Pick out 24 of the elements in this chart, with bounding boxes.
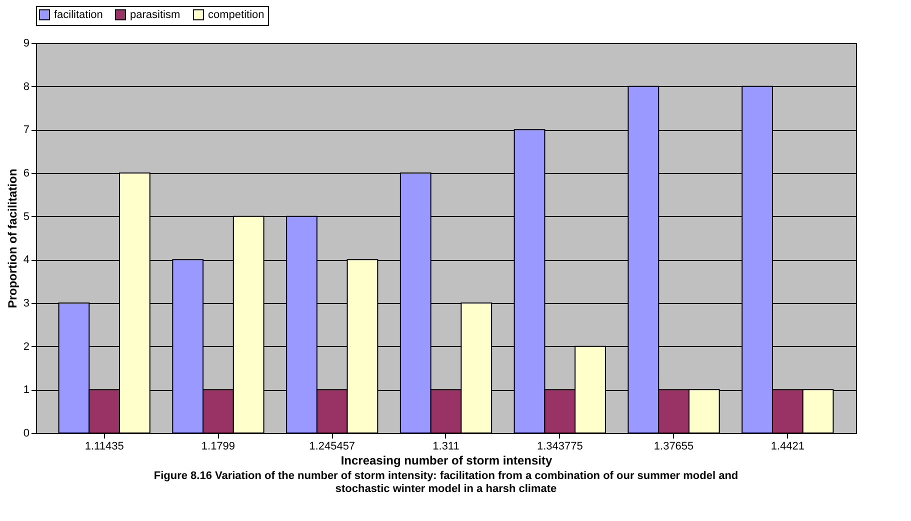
x-tick-label: 1.311 [432, 440, 460, 452]
x-axis-title: Increasing number of storm intensity [340, 454, 553, 468]
y-tick-label: 2 [23, 340, 30, 353]
x-tick-label: 1.1799 [201, 440, 236, 452]
x-tick-label: 1.245457 [309, 440, 356, 452]
y-tick-label: 6 [23, 168, 30, 180]
y-tick-label: 5 [23, 210, 30, 223]
x-tick-label: 1.343775 [536, 440, 583, 452]
y-tick-label: 3 [23, 298, 30, 310]
x-tick-label: 1.37655 [654, 440, 694, 452]
caption: Figure 8.16 Variation of the number of storm intensity: facilitation from a combination of our summer model and [154, 470, 738, 482]
y-axis-title: Proportion of facilitation [5, 168, 20, 308]
y-tick-label: 1 [23, 384, 30, 396]
x-tick-label: 1.11435 [84, 440, 124, 452]
legend-label: parasitism [130, 8, 180, 21]
y-tick-label: 9 [23, 38, 30, 50]
y-tick-label: 7 [23, 124, 30, 136]
y-tick-label: 8 [23, 80, 30, 93]
x-tick-label: 1.4421 [770, 440, 804, 452]
legend-label: competition [208, 8, 264, 21]
y-tick-label: 0 [23, 428, 30, 440]
legend-label: facilitation [54, 8, 103, 21]
text: stochastic winter model in a harsh climate [335, 483, 557, 495]
y-tick-label: 4 [23, 254, 30, 266]
